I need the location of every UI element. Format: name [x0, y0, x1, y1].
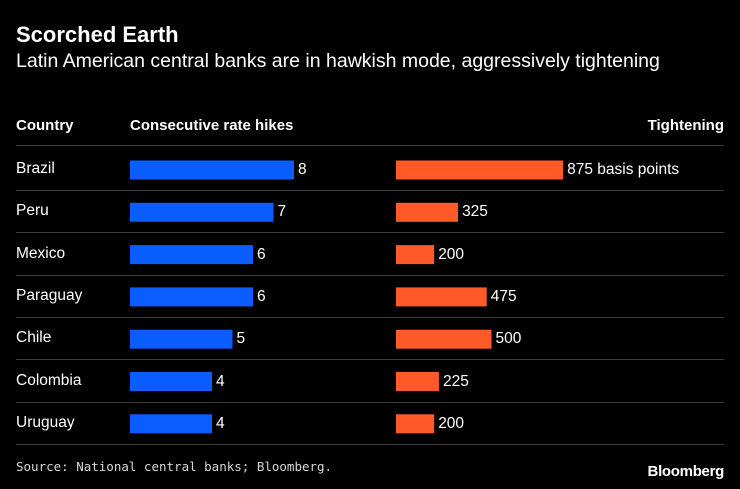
column-header-tightening: Tightening — [647, 117, 724, 134]
tightening-value: 500 — [495, 330, 522, 348]
row-divider — [16, 359, 724, 361]
rate-hikes-bar — [130, 245, 253, 265]
tightening-value: 200 — [438, 245, 465, 263]
country-label: Mexico — [16, 244, 66, 262]
chart-title: Scorched Earth — [16, 22, 179, 47]
row-divider — [16, 232, 724, 234]
row-divider — [16, 443, 724, 445]
column-header-country: Country — [16, 117, 74, 134]
country-label: Colombia — [16, 371, 82, 389]
bloomberg-logo: Bloomberg — [647, 463, 725, 480]
tightening-value: 325 — [462, 203, 488, 221]
rate-hikes-value: 5 — [236, 330, 246, 348]
rate-hikes-value: 4 — [216, 372, 225, 390]
column-header-hikes: Consecutive rate hikes — [130, 117, 294, 134]
country-label: Uruguay — [16, 413, 75, 431]
row-divider — [16, 190, 724, 192]
header-divider — [16, 145, 724, 146]
tightening-value: 200 — [438, 414, 465, 432]
tightening-value: 475 — [490, 287, 517, 305]
country-label: Paraguay — [16, 286, 83, 304]
tightening-bar — [396, 245, 435, 265]
tightening-bar — [396, 160, 564, 180]
country-label: Chile — [16, 329, 52, 347]
row-divider — [16, 401, 724, 403]
source-note: Source: National central banks; Bloomber… — [16, 459, 333, 474]
rate-hikes-value: 6 — [257, 287, 266, 305]
row-divider — [16, 317, 724, 319]
country-label: Peru — [16, 202, 49, 220]
tightening-value: 225 — [442, 372, 469, 390]
rate-hikes-bar — [130, 329, 233, 349]
country-label: Brazil — [16, 160, 55, 177]
tightening-bar — [396, 372, 439, 391]
row-divider — [16, 274, 724, 276]
rate-hikes-bar — [130, 287, 253, 307]
rate-hikes-value: 8 — [298, 161, 307, 178]
rate-hikes-value: 7 — [277, 203, 287, 221]
rate-hikes-value: 4 — [216, 414, 225, 432]
tightening-bar — [396, 414, 435, 434]
tightening-bar — [396, 202, 459, 222]
rate-hikes-bar — [130, 414, 212, 434]
rate-hikes-bar — [130, 372, 212, 391]
tightening-value: 875 basis points — [567, 161, 680, 178]
rate-hikes-value: 6 — [257, 245, 266, 263]
tightening-bar — [396, 329, 492, 349]
chart-subtitle: Latin American central banks are in hawk… — [16, 50, 660, 72]
rate-hikes-bar — [130, 160, 294, 180]
tightening-bar — [396, 287, 487, 307]
rate-hikes-bar — [130, 202, 274, 222]
